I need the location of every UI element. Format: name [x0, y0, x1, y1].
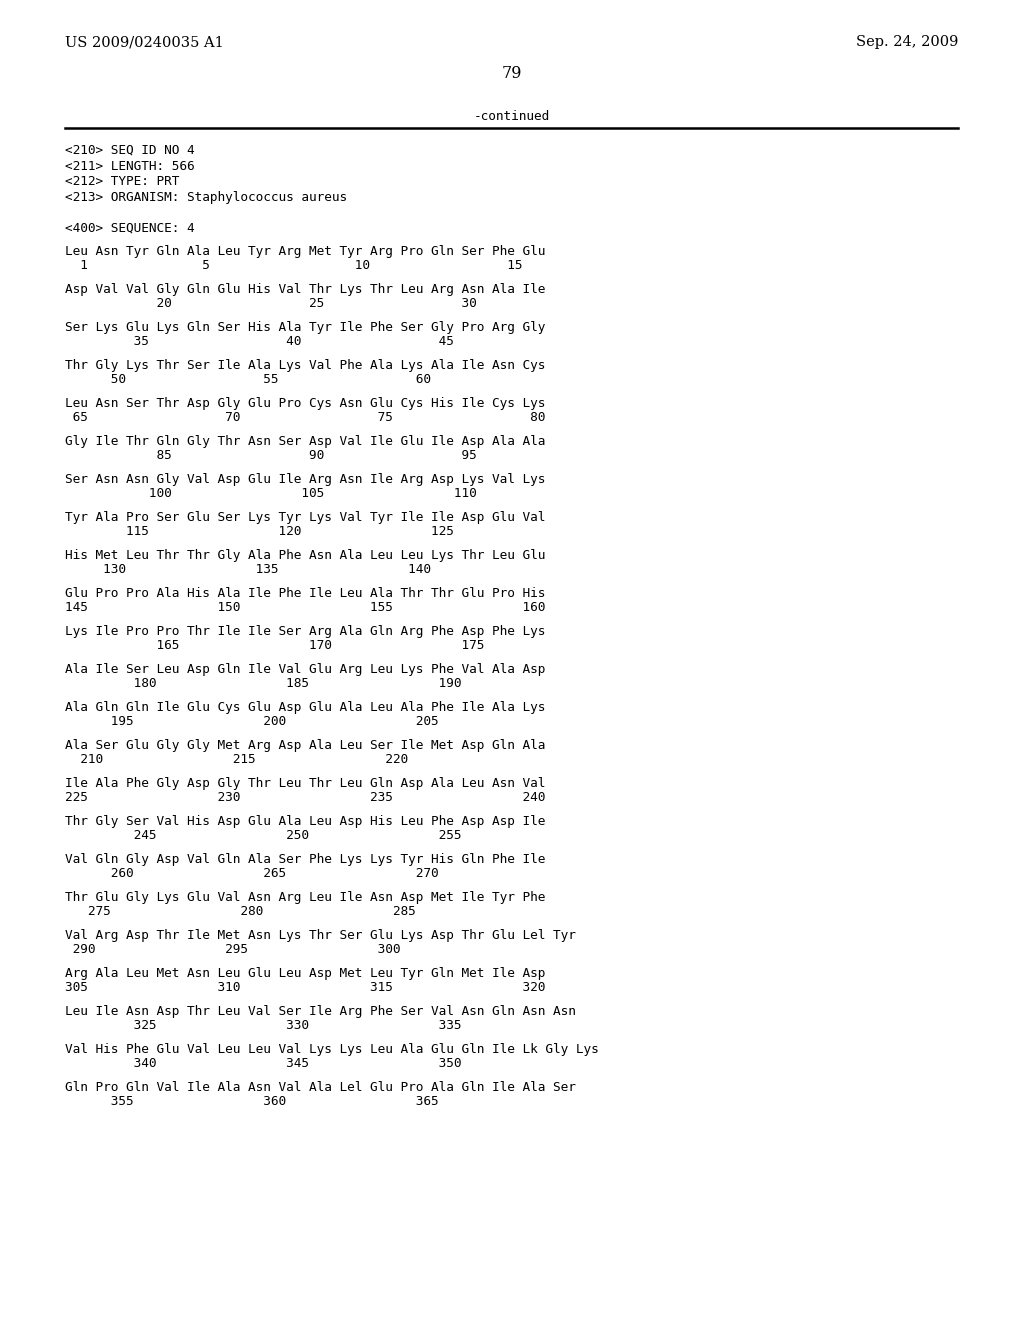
- Text: Thr Gly Ser Val His Asp Glu Ala Leu Asp His Leu Phe Asp Asp Ile: Thr Gly Ser Val His Asp Glu Ala Leu Asp …: [65, 814, 546, 828]
- Text: Ala Ser Glu Gly Gly Met Arg Asp Ala Leu Ser Ile Met Asp Gln Ala: Ala Ser Glu Gly Gly Met Arg Asp Ala Leu …: [65, 739, 546, 752]
- Text: Gln Pro Gln Val Ile Ala Asn Val Ala Lel Glu Pro Ala Gln Ile Ala Ser: Gln Pro Gln Val Ile Ala Asn Val Ala Lel …: [65, 1081, 575, 1094]
- Text: 85                  90                  95: 85 90 95: [65, 449, 477, 462]
- Text: 325                 330                 335: 325 330 335: [65, 1019, 462, 1032]
- Text: Asp Val Val Gly Gln Glu His Val Thr Lys Thr Leu Arg Asn Ala Ile: Asp Val Val Gly Gln Glu His Val Thr Lys …: [65, 282, 546, 296]
- Text: Sep. 24, 2009: Sep. 24, 2009: [856, 36, 958, 49]
- Text: 130                 135                 140: 130 135 140: [65, 564, 431, 576]
- Text: 50                  55                  60: 50 55 60: [65, 374, 431, 385]
- Text: Leu Asn Ser Thr Asp Gly Glu Pro Cys Asn Glu Cys His Ile Cys Lys: Leu Asn Ser Thr Asp Gly Glu Pro Cys Asn …: [65, 397, 546, 411]
- Text: <211> LENGTH: 566: <211> LENGTH: 566: [65, 160, 195, 173]
- Text: 225                 230                 235                 240: 225 230 235 240: [65, 791, 546, 804]
- Text: Leu Ile Asn Asp Thr Leu Val Ser Ile Arg Phe Ser Val Asn Gln Asn Asn: Leu Ile Asn Asp Thr Leu Val Ser Ile Arg …: [65, 1005, 575, 1018]
- Text: 305                 310                 315                 320: 305 310 315 320: [65, 981, 546, 994]
- Text: 195                 200                 205: 195 200 205: [65, 715, 438, 729]
- Text: 35                  40                  45: 35 40 45: [65, 335, 454, 348]
- Text: 20                  25                  30: 20 25 30: [65, 297, 477, 310]
- Text: Val Gln Gly Asp Val Gln Ala Ser Phe Lys Lys Tyr His Gln Phe Ile: Val Gln Gly Asp Val Gln Ala Ser Phe Lys …: [65, 853, 546, 866]
- Text: Thr Glu Gly Lys Glu Val Asn Arg Leu Ile Asn Asp Met Ile Tyr Phe: Thr Glu Gly Lys Glu Val Asn Arg Leu Ile …: [65, 891, 546, 904]
- Text: <212> TYPE: PRT: <212> TYPE: PRT: [65, 176, 179, 187]
- Text: 355                 360                 365: 355 360 365: [65, 1096, 438, 1107]
- Text: <213> ORGANISM: Staphylococcus aureus: <213> ORGANISM: Staphylococcus aureus: [65, 190, 347, 203]
- Text: 260                 265                 270: 260 265 270: [65, 867, 438, 880]
- Text: Thr Gly Lys Thr Ser Ile Ala Lys Val Phe Ala Lys Ala Ile Asn Cys: Thr Gly Lys Thr Ser Ile Ala Lys Val Phe …: [65, 359, 546, 372]
- Text: Tyr Ala Pro Ser Glu Ser Lys Tyr Lys Val Tyr Ile Ile Asp Glu Val: Tyr Ala Pro Ser Glu Ser Lys Tyr Lys Val …: [65, 511, 546, 524]
- Text: 1               5                   10                  15: 1 5 10 15: [65, 259, 522, 272]
- Text: 340                 345                 350: 340 345 350: [65, 1057, 462, 1071]
- Text: Val His Phe Glu Val Leu Leu Val Lys Lys Leu Ala Glu Gln Ile Lk Gly Lys: Val His Phe Glu Val Leu Leu Val Lys Lys …: [65, 1043, 599, 1056]
- Text: Val Arg Asp Thr Ile Met Asn Lys Thr Ser Glu Lys Asp Thr Glu Lel Tyr: Val Arg Asp Thr Ile Met Asn Lys Thr Ser …: [65, 929, 575, 942]
- Text: 290                 295                 300: 290 295 300: [65, 942, 400, 956]
- Text: <400> SEQUENCE: 4: <400> SEQUENCE: 4: [65, 222, 195, 235]
- Text: Ala Gln Gln Ile Glu Cys Glu Asp Glu Ala Leu Ala Phe Ile Ala Lys: Ala Gln Gln Ile Glu Cys Glu Asp Glu Ala …: [65, 701, 546, 714]
- Text: Gly Ile Thr Gln Gly Thr Asn Ser Asp Val Ile Glu Ile Asp Ala Ala: Gly Ile Thr Gln Gly Thr Asn Ser Asp Val …: [65, 436, 546, 447]
- Text: His Met Leu Thr Thr Gly Ala Phe Asn Ala Leu Leu Lys Thr Leu Glu: His Met Leu Thr Thr Gly Ala Phe Asn Ala …: [65, 549, 546, 562]
- Text: 245                 250                 255: 245 250 255: [65, 829, 462, 842]
- Text: Lys Ile Pro Pro Thr Ile Ile Ser Arg Ala Gln Arg Phe Asp Phe Lys: Lys Ile Pro Pro Thr Ile Ile Ser Arg Ala …: [65, 624, 546, 638]
- Text: 79: 79: [502, 65, 522, 82]
- Text: 65                  70                  75                  80: 65 70 75 80: [65, 411, 546, 424]
- Text: US 2009/0240035 A1: US 2009/0240035 A1: [65, 36, 224, 49]
- Text: Arg Ala Leu Met Asn Leu Glu Leu Asp Met Leu Tyr Gln Met Ile Asp: Arg Ala Leu Met Asn Leu Glu Leu Asp Met …: [65, 968, 546, 979]
- Text: Ser Lys Glu Lys Gln Ser His Ala Tyr Ile Phe Ser Gly Pro Arg Gly: Ser Lys Glu Lys Gln Ser His Ala Tyr Ile …: [65, 321, 546, 334]
- Text: 275                 280                 285: 275 280 285: [65, 906, 416, 917]
- Text: 165                 170                 175: 165 170 175: [65, 639, 484, 652]
- Text: 210                 215                 220: 210 215 220: [65, 752, 409, 766]
- Text: 100                 105                 110: 100 105 110: [65, 487, 477, 500]
- Text: Glu Pro Pro Ala His Ala Ile Phe Ile Leu Ala Thr Thr Glu Pro His: Glu Pro Pro Ala His Ala Ile Phe Ile Leu …: [65, 587, 546, 601]
- Text: Ala Ile Ser Leu Asp Gln Ile Val Glu Arg Leu Lys Phe Val Ala Asp: Ala Ile Ser Leu Asp Gln Ile Val Glu Arg …: [65, 663, 546, 676]
- Text: 115                 120                 125: 115 120 125: [65, 525, 454, 539]
- Text: 145                 150                 155                 160: 145 150 155 160: [65, 601, 546, 614]
- Text: Ile Ala Phe Gly Asp Gly Thr Leu Thr Leu Gln Asp Ala Leu Asn Val: Ile Ala Phe Gly Asp Gly Thr Leu Thr Leu …: [65, 777, 546, 789]
- Text: Leu Asn Tyr Gln Ala Leu Tyr Arg Met Tyr Arg Pro Gln Ser Phe Glu: Leu Asn Tyr Gln Ala Leu Tyr Arg Met Tyr …: [65, 246, 546, 257]
- Text: 180                 185                 190: 180 185 190: [65, 677, 462, 690]
- Text: Ser Asn Asn Gly Val Asp Glu Ile Arg Asn Ile Arg Asp Lys Val Lys: Ser Asn Asn Gly Val Asp Glu Ile Arg Asn …: [65, 473, 546, 486]
- Text: -continued: -continued: [474, 110, 550, 123]
- Text: <210> SEQ ID NO 4: <210> SEQ ID NO 4: [65, 144, 195, 157]
